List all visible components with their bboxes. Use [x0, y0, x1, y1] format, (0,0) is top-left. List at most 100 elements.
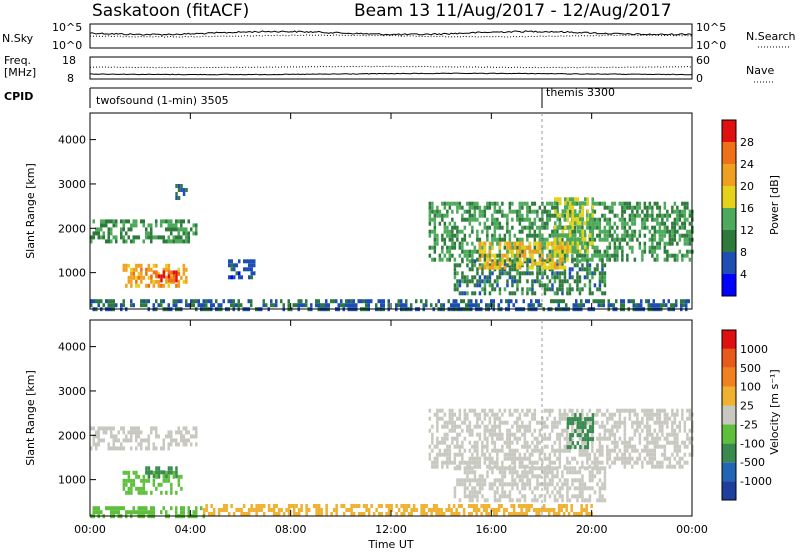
power-cells-cell — [681, 209, 684, 214]
power-cells-cell — [576, 263, 579, 268]
power-cells-cell — [579, 201, 582, 206]
colorbar-tick-label: 16 — [740, 202, 754, 215]
power-cells-cell — [175, 274, 178, 279]
velocity-cells-cell — [551, 460, 554, 465]
velocity-cells-cell — [458, 432, 462, 437]
velocity-cells-cell — [450, 508, 453, 512]
velocity-cells-cell — [478, 416, 482, 421]
power-cells-cell — [451, 233, 454, 238]
power-cells-cell — [528, 249, 532, 254]
velocity-cells-cell — [671, 408, 674, 413]
power-cells-cell — [651, 237, 654, 242]
velocity-cells-cell — [513, 478, 517, 483]
power-cells-cell — [643, 213, 647, 218]
power-cells-cell — [142, 303, 145, 308]
power-cells-cell — [581, 237, 584, 242]
power-cells-cell — [574, 241, 577, 246]
power-cells-cell — [516, 213, 519, 218]
velocity-cells-cell — [583, 452, 587, 457]
power-cells-cell — [643, 249, 647, 254]
power-cells-cell — [516, 265, 519, 270]
velocity-cells-cell — [483, 460, 487, 465]
velocity-cells-cell — [591, 413, 595, 418]
power-cells-cell — [526, 213, 529, 218]
power-cells-cell — [593, 283, 597, 288]
velocity-cells-cell — [521, 424, 524, 429]
velocity-cells-cell — [466, 460, 469, 465]
power-cells-cell — [550, 299, 553, 304]
velocity-cells-cell — [95, 446, 98, 451]
velocity-cells-cell — [187, 430, 190, 435]
power-cells-cell — [508, 275, 512, 280]
velocity-cells-cell — [581, 440, 584, 445]
power-cells-cell — [506, 225, 509, 230]
velocity-cells-cell — [528, 460, 532, 465]
power-cells-cell — [486, 229, 489, 234]
power-cells-cell — [498, 259, 502, 264]
velocity-cells-cell — [508, 456, 512, 461]
power-cells-cell — [576, 283, 579, 288]
velocity-cells-cell — [568, 466, 572, 471]
velocity-cells-cell — [212, 512, 216, 516]
power-cells-cell — [506, 279, 509, 284]
power-cells-cell — [501, 213, 504, 218]
velocity-cells-cell — [548, 494, 552, 499]
power-cells-cell — [601, 271, 604, 276]
power-cells-cell — [571, 197, 574, 202]
velocity-cells-cell — [520, 512, 523, 516]
power-cells-cell — [511, 217, 514, 222]
power-cells-cell — [481, 241, 484, 246]
power-cells-cell — [586, 221, 589, 226]
power-cells-cell — [493, 217, 497, 222]
power-cells-cell — [523, 217, 527, 222]
power-cells-cell — [568, 287, 572, 292]
power-cells-cell — [471, 267, 474, 272]
power-cells-cell — [647, 299, 650, 304]
power-cells-cell — [600, 303, 603, 308]
power-cells-cell — [451, 237, 454, 242]
power-cells-cell — [558, 245, 562, 250]
power-cells-cell — [431, 229, 434, 234]
power-cells-cell — [238, 271, 241, 276]
velocity-cells-cell — [130, 438, 133, 443]
velocity-cells-cell — [516, 470, 519, 475]
power-cells-cell — [511, 245, 514, 250]
velocity-cells-cell — [473, 412, 477, 417]
velocity-cells-cell — [491, 428, 494, 433]
velocity-cells-cell — [538, 456, 542, 461]
velocity-cells-cell — [553, 494, 557, 499]
power-cells-cell — [461, 291, 464, 296]
velocity-cells-cell — [496, 486, 499, 491]
power-cells-cell — [150, 227, 153, 232]
power-cells-cell — [157, 303, 160, 308]
velocity-cells-cell — [671, 440, 674, 445]
power-cells-cell — [538, 225, 542, 230]
power-cells-cell — [668, 237, 672, 242]
velocity-cells-cell — [671, 432, 674, 437]
power-cells-cell — [608, 209, 612, 214]
power-cells-cell — [501, 209, 504, 214]
velocity-cells-cell — [663, 444, 667, 449]
power-cells-cell — [468, 205, 472, 210]
velocity-cells-cell — [638, 432, 642, 437]
power-cells-cell — [165, 263, 168, 268]
velocity-cells-cell — [611, 460, 614, 465]
velocity-cells-cell — [623, 432, 627, 437]
power-cells-cell — [160, 223, 163, 228]
velocity-cells-cell — [512, 508, 516, 512]
power-cells-cell — [453, 271, 457, 276]
power-cells-cell — [543, 245, 547, 250]
power-cells-cell — [112, 223, 115, 228]
velocity-cells-cell — [97, 430, 100, 435]
velocity-cells-cell — [653, 436, 657, 441]
velocity-cells-cell — [591, 460, 594, 465]
power-cells-cell — [483, 221, 487, 226]
velocity-cells-cell — [538, 440, 542, 445]
velocity-cells-cell — [170, 506, 173, 511]
power-cells-cell — [606, 221, 609, 226]
power-cells-cell — [628, 213, 632, 218]
power-cells-cell — [541, 283, 544, 288]
power-cells-cell — [380, 299, 383, 304]
power-cells-cell — [458, 253, 462, 258]
